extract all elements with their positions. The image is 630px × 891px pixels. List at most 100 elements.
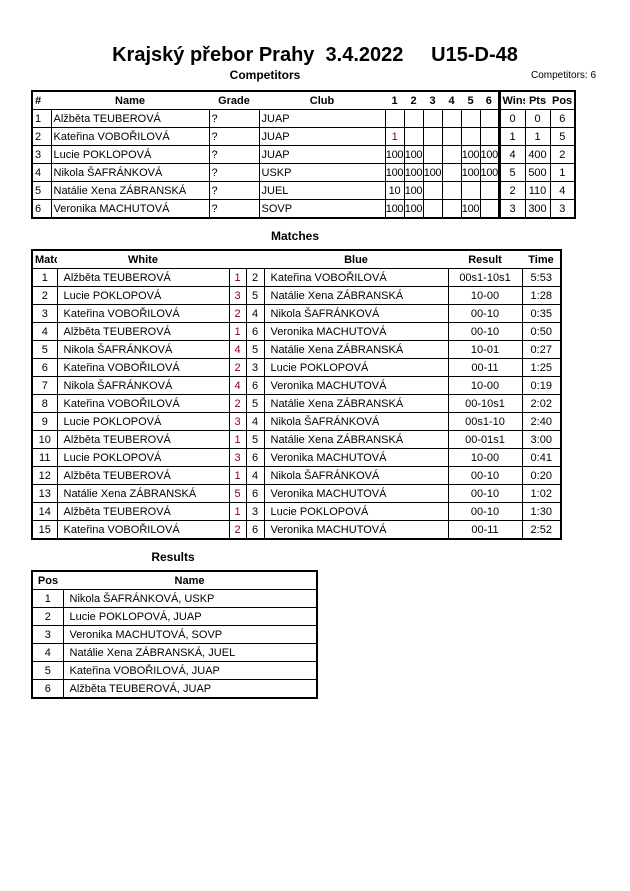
match-row: 11 Lucie POKLOPOVÁ 3 6 Veronika MACHUTOVÁ 10-…	[31, 448, 562, 467]
score-cell	[422, 109, 443, 128]
blue-name: Veronika MACHUTOVÁ	[263, 484, 449, 503]
blue-number: 6	[245, 448, 265, 467]
competitor-pts: 110	[524, 181, 551, 200]
col-opp-6: 6	[485, 94, 492, 107]
col-white: White	[128, 253, 158, 266]
score-cell: 100	[460, 145, 481, 164]
match-time: 0:19	[521, 376, 562, 395]
score-cell	[422, 127, 443, 146]
competitor-name: Alžběta TEUBEROVÁ	[50, 109, 210, 128]
white-name: Lucie POKLOPOVÁ	[56, 412, 230, 431]
competitor-pts: 1	[524, 127, 551, 146]
competitor-pos: 1	[549, 163, 576, 182]
match-result: 00-10	[447, 502, 523, 521]
match-number: 4	[31, 322, 58, 341]
match-time: 1:28	[521, 286, 562, 305]
match-row: 4 Alžběta TEUBEROVÁ 1 6 Veronika MACHUTOVÁ 00…	[31, 322, 562, 341]
result-name: Veronika MACHUTOVÁ, SOVP	[62, 625, 318, 644]
match-result: 00-10s1	[447, 394, 523, 413]
score-cell	[441, 145, 462, 164]
score-cell	[479, 109, 500, 128]
blue-name: Nikola ŠAFRÁNKOVÁ	[263, 412, 449, 431]
score-cell	[422, 199, 443, 219]
score-cell: 100	[479, 145, 500, 164]
score-cell	[441, 127, 462, 146]
blue-name: Veronika MACHUTOVÁ	[263, 520, 449, 540]
competitor-wins: 3	[497, 199, 526, 219]
score-cell	[403, 127, 424, 146]
competitor-pos: 5	[549, 127, 576, 146]
match-time: 0:50	[521, 322, 562, 341]
competitor-row: 5 Natálie Xena ZÁBRANSKÁ? JUEL 10 100 2 110 4	[31, 181, 576, 200]
white-name: Kateřina VOBOŘILOVÁ	[56, 304, 230, 323]
match-result: 00-11	[447, 520, 523, 540]
white-number: 2	[228, 520, 247, 540]
match-row: 8 Kateřina VOBOŘILOVÁ 2 5 Natálie Xena ZÁBRA…	[31, 394, 562, 413]
match-row: 3 Kateřina VOBOŘILOVÁ 2 4 Nikola ŠAFRÁNKOVÁ 0…	[31, 304, 562, 323]
competitors-table: #NameGradeClub123456WinsPtsPos 1Alžběta …	[31, 90, 576, 219]
col-pts: Pts	[528, 94, 547, 107]
white-number: 5	[228, 484, 247, 503]
competitor-club: USKP	[258, 163, 386, 182]
score-cell: 100	[403, 163, 424, 182]
competitor-name: Natálie Xena ZÁBRANSKÁ	[50, 181, 210, 200]
competitor-number: 6	[31, 199, 52, 219]
score-cell: 100	[479, 163, 500, 182]
result-row: 5 Kateřina VOBOŘILOVÁ, JUAP	[31, 661, 318, 680]
col-match: Match	[35, 253, 57, 266]
blue-name: Veronika MACHUTOVÁ	[263, 376, 449, 395]
result-name: Nikola ŠAFRÁNKOVÁ, USKP	[62, 589, 318, 608]
match-result: 00-11	[447, 358, 523, 377]
score-cell: 1	[384, 127, 405, 146]
score-cell: 10	[384, 181, 405, 200]
score-cell	[479, 127, 500, 146]
blue-number: 6	[245, 520, 265, 540]
result-pos: 3	[31, 625, 64, 644]
match-row: 14 Alžběta TEUBEROVÁ 1 3 Lucie POKLOPOVÁ 00-1…	[31, 502, 562, 521]
col-blue: Blue	[344, 253, 368, 266]
white-number: 4	[228, 340, 247, 359]
competitor-number: 1	[31, 109, 52, 128]
match-time: 0:27	[521, 340, 562, 359]
score-cell: 100	[384, 145, 405, 164]
result-name: Alžběta TEUBEROVÁ, JUAP	[62, 679, 318, 699]
competitor-name: Veronika MACHUTOVÁ	[50, 199, 210, 219]
match-number: 13	[31, 484, 58, 503]
white-number: 1	[228, 322, 247, 341]
blue-number: 5	[245, 286, 265, 305]
match-number: 8	[31, 394, 58, 413]
white-number: 4	[228, 376, 247, 395]
match-time: 0:41	[521, 448, 562, 467]
col-club: Club	[309, 94, 335, 107]
score-cell	[479, 181, 500, 200]
white-name: Lucie POKLOPOVÁ	[56, 448, 230, 467]
match-result: 00-10	[447, 322, 523, 341]
blue-number: 4	[245, 466, 265, 485]
white-number: 1	[228, 268, 247, 287]
col-opp-2: 2	[410, 94, 417, 107]
white-name: Kateřina VOBOŘILOVÁ	[56, 520, 230, 540]
match-row: 6 Kateřina VOBOŘILOVÁ 2 3 Lucie POKLOPOVÁ 00-…	[31, 358, 562, 377]
match-number: 12	[31, 466, 58, 485]
blue-name: Kateřina VOBOŘILOVÁ	[263, 268, 449, 287]
white-number: 3	[228, 286, 247, 305]
match-number: 2	[31, 286, 58, 305]
score-cell: 100	[403, 181, 424, 200]
competitor-club: JUEL	[258, 181, 386, 200]
match-row: 7 Nikola ŠAFRÁNKOVÁ 4 6 Veronika MACHUTOVÁ 10…	[31, 376, 562, 395]
blue-name: Lucie POKLOPOVÁ	[263, 358, 449, 377]
score-cell	[403, 109, 424, 128]
competitor-name: Lucie POKLOPOVÁ	[50, 145, 210, 164]
blue-name: Natálie Xena ZÁBRANSKÁ	[263, 286, 449, 305]
result-name: Kateřina VOBOŘILOVÁ, JUAP	[62, 661, 318, 680]
match-time: 2:02	[521, 394, 562, 413]
match-row: 15 Kateřina VOBOŘILOVÁ 2 6 Veronika MACHUTOV…	[31, 520, 562, 540]
blue-number: 4	[245, 412, 265, 431]
result-row: 4 Natálie Xena ZÁBRANSKÁ, JUEL	[31, 643, 318, 662]
blue-name: Natálie Xena ZÁBRANSKÁ	[263, 340, 449, 359]
competitor-wins: 0	[497, 109, 526, 128]
score-cell: 100	[384, 199, 405, 219]
match-result: 00-01s1	[447, 430, 523, 449]
competitor-number: 2	[31, 127, 52, 146]
competitor-wins: 1	[497, 127, 526, 146]
